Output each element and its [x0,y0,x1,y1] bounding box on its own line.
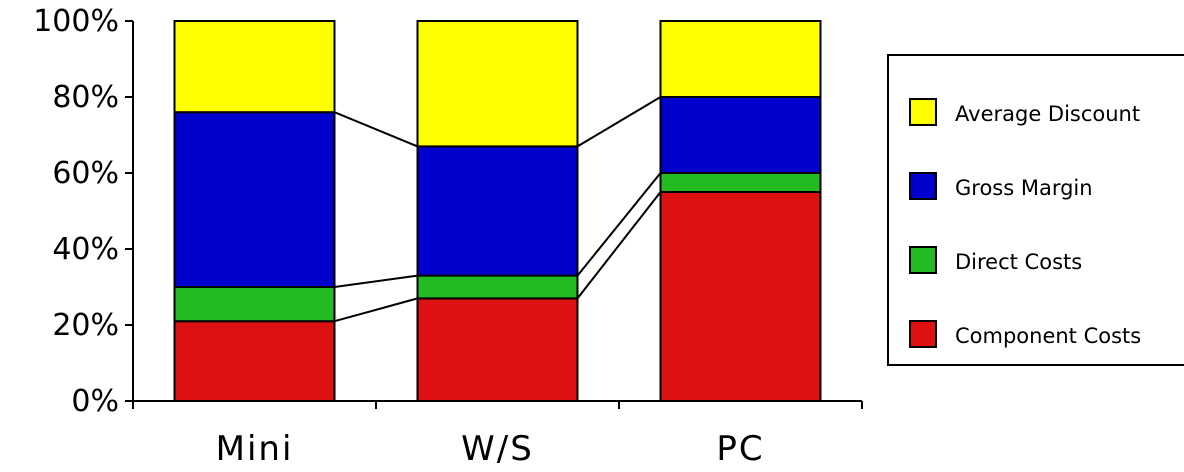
series-lines-layer [334,96,662,323]
axes-layer: 0% 20% 40% 60% 80% 100% Mini W/S PC [33,4,863,469]
x-category-label: PC [716,429,764,469]
bar-segment-gross-margin-ws [416,145,579,277]
bar-segment-average-discount-pc [659,20,822,98]
bars-layer [173,20,822,403]
x-category-label: W/S [461,429,534,469]
y-tick-label: 0% [71,384,119,419]
x-category-label: Mini [216,429,294,469]
y-tick-label: 100% [33,4,119,39]
series-line [576,96,662,148]
legend-swatch-gross-margin [909,172,937,200]
legend-label-average-discount: Average Discount [955,102,1140,126]
bar-segment-component-costs-ws [416,297,579,402]
bar-segment-average-discount-mini [173,20,336,114]
bar-segment-direct-costs-pc [659,172,822,193]
series-line [334,297,418,323]
bar-segment-direct-costs-mini [173,286,336,323]
y-tick-label: 80% [52,80,119,115]
series-line [334,111,418,148]
y-tick-label: 60% [52,156,119,191]
legend-label-component-costs: Component Costs [955,324,1141,348]
y-tick-label: 20% [52,308,119,343]
legend: Average Discount Gross Margin Direct Costs… [887,54,1184,366]
legend-swatch-direct-costs [909,246,937,274]
legend-swatch-average-discount [909,98,937,126]
series-line [576,191,662,300]
series-line [576,172,662,277]
y-tick-label: 40% [52,232,119,267]
legend-label-direct-costs: Direct Costs [955,250,1082,274]
legend-box [887,54,1184,366]
bar-segment-component-costs-mini [173,320,336,403]
bar-segment-gross-margin-mini [173,111,336,288]
bar-segment-component-costs-pc [659,191,822,402]
legend-label-gross-margin: Gross Margin [955,176,1093,200]
legend-swatch-component-costs [909,320,937,348]
bar-segment-direct-costs-ws [416,274,579,300]
bar-segment-average-discount-ws [416,20,579,148]
bar-segment-gross-margin-pc [659,96,822,174]
series-line [334,274,418,288]
